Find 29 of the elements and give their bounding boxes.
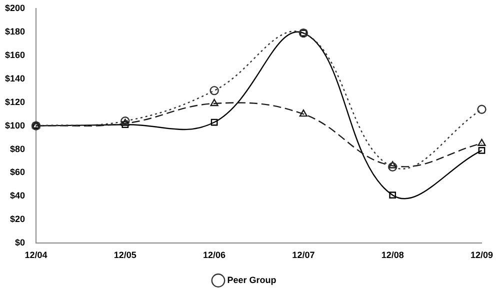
point [299, 109, 308, 117]
point [210, 98, 218, 106]
y-tick-label: $100 [4, 120, 26, 130]
x-tick-label: 12/05 [114, 250, 136, 260]
point [210, 86, 219, 96]
point [478, 138, 486, 146]
y-tick-label: $20 [10, 214, 26, 224]
y-tick-label: $60 [10, 167, 26, 178]
x-tick-label: 12/06 [203, 250, 226, 260]
y-tick-label: $40 [10, 190, 26, 201]
point [477, 104, 486, 114]
x-tick-label: 12/04 [24, 250, 48, 260]
y-tick-label: $180 [4, 26, 26, 36]
point [122, 121, 129, 128]
y-tick-label: $160 [4, 50, 26, 60]
point [210, 118, 218, 126]
point [478, 147, 486, 154]
x-tick-label: 12/08 [381, 250, 404, 260]
point [388, 161, 397, 168]
point [388, 162, 398, 172]
y-tick-label: $120 [4, 96, 26, 107]
y-tick-label: $140 [4, 73, 26, 84]
x-tick-label: 12/07 [292, 250, 315, 260]
y-tick-label: $200 [4, 2, 26, 13]
legend-label: Peer Group [227, 274, 277, 285]
point [389, 192, 396, 198]
x-tick-label: 12/09 [470, 250, 494, 260]
y-tick-label: $80 [10, 144, 26, 154]
y-tick-label: $0 [15, 238, 26, 248]
